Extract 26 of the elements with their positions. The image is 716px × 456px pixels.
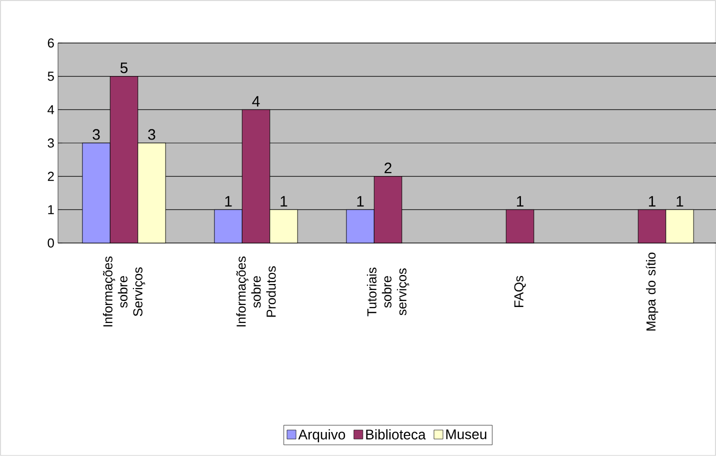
y-tick-label: 6	[48, 38, 54, 48]
data-label: 2	[384, 162, 392, 174]
x-tick-label: Tutoriais sobre serviços	[366, 268, 410, 316]
data-label: 3	[92, 129, 100, 140]
x-tick-label: Mapa do sítio	[646, 252, 658, 330]
data-label: 1	[225, 196, 232, 206]
data-label: 5	[120, 62, 128, 74]
data-label: 1	[676, 196, 684, 206]
data-label: 1	[280, 196, 288, 206]
legend-label: Museu	[446, 429, 486, 440]
y-tick-label: 4	[48, 105, 54, 114]
data-label: 4	[252, 96, 260, 106]
data-label: 1	[516, 196, 524, 206]
x-tick-label: FAQs	[514, 276, 526, 307]
data-label: 3	[148, 129, 156, 140]
data-label: 1	[357, 196, 364, 206]
legend-label: Arquivo	[298, 429, 346, 442]
legend-label: Biblioteca	[366, 429, 426, 440]
x-tick-label: Informações sobre Produtos	[236, 256, 276, 326]
y-tick-label: 1	[48, 205, 54, 214]
x-tick-label: Informações sobre Serviços	[102, 256, 146, 326]
y-tick-label: 2	[48, 172, 54, 181]
y-tick-label: 5	[48, 72, 54, 81]
y-tick-label: 3	[48, 138, 54, 148]
data-label: 1	[648, 196, 656, 206]
y-tick-label: 0	[48, 238, 54, 248]
